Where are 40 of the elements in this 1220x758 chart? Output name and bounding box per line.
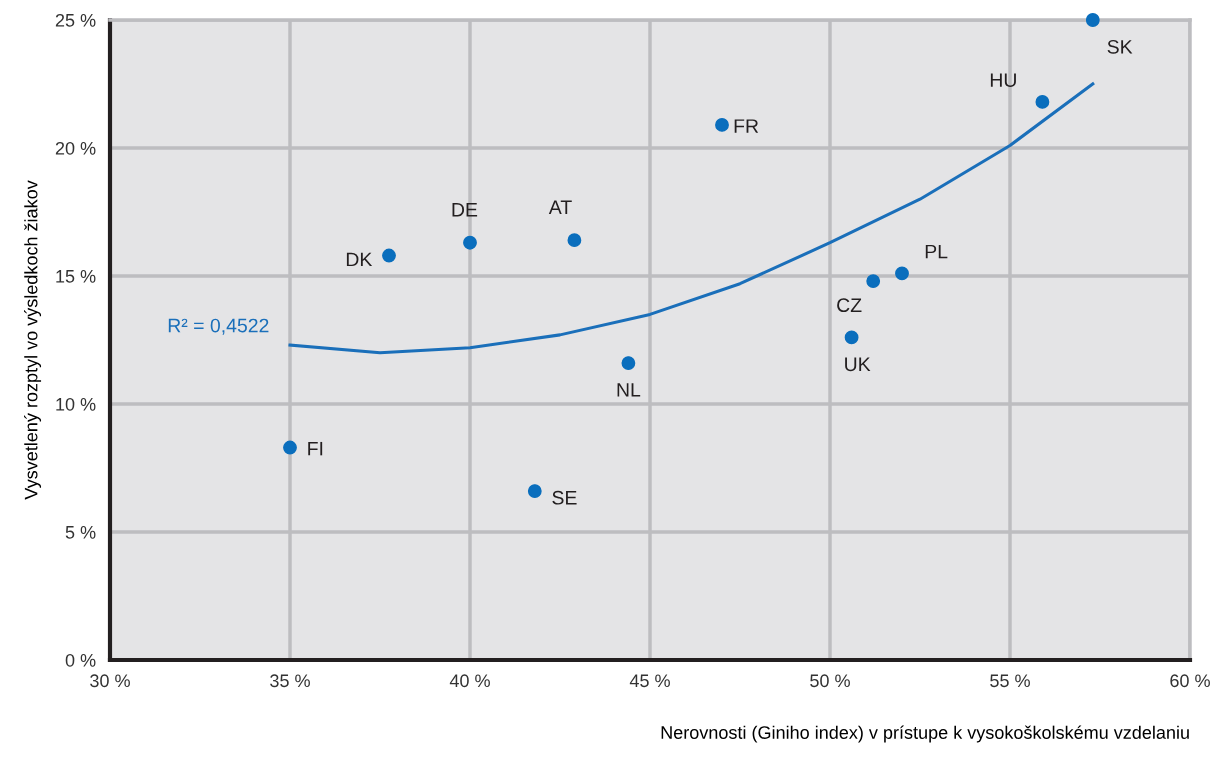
point	[382, 248, 396, 263]
point	[463, 235, 477, 250]
x-tick-label: 55 %	[990, 674, 1030, 688]
y-tick-label: 5 %	[65, 526, 96, 539]
annotation: DK	[346, 252, 373, 267]
x-axis-title: Nerovnosti (Giniho index) v prístupe k vysokoškolskému vzdelaniu	[661, 725, 1189, 743]
annotation: AT	[548, 200, 572, 214]
annotation: FR	[734, 119, 759, 133]
x-tick-label: 50 %	[810, 674, 850, 688]
x-tick-label: 45 %	[629, 674, 670, 688]
x-tick-label: 60 %	[1170, 674, 1210, 688]
point	[567, 233, 582, 248]
point	[1085, 13, 1100, 27]
point	[715, 118, 729, 132]
y-tick-label: 20 %	[55, 141, 96, 155]
point	[866, 274, 881, 289]
annotation: CZ	[837, 298, 862, 313]
point	[283, 440, 297, 455]
point	[621, 356, 636, 370]
annotation: UK	[845, 357, 871, 372]
x-tick-label: 30 %	[90, 674, 130, 688]
annotation: FI	[308, 441, 323, 456]
point	[895, 266, 909, 281]
point	[1035, 95, 1050, 109]
annotation: DE	[452, 203, 478, 217]
annotation: PL	[925, 244, 948, 259]
annotation: SE	[552, 490, 577, 505]
y-tick-label: 15 %	[56, 270, 96, 283]
annotation: HU	[990, 73, 1016, 87]
annotation: SK	[1107, 39, 1133, 54]
point	[527, 484, 542, 498]
y-tick-label: 0 %	[65, 653, 96, 667]
x-tick-label: 40 %	[449, 674, 490, 688]
x-tick-label: 35 %	[270, 674, 310, 688]
y-tick-label: 10 %	[56, 397, 96, 411]
annotation: R² = 0,4522	[168, 318, 269, 335]
point	[844, 330, 859, 345]
y-axis-title: Vysvetlený rozptyl vo výsledkoch žiakov	[24, 180, 42, 500]
y-tick-label: 25 %	[55, 13, 96, 27]
annotation: NL	[617, 383, 641, 397]
